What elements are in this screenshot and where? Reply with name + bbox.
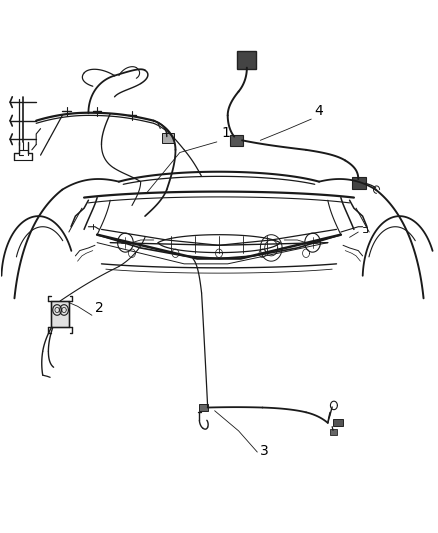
- FancyBboxPatch shape: [51, 301, 69, 327]
- Text: 4: 4: [315, 104, 324, 118]
- FancyBboxPatch shape: [329, 429, 337, 435]
- FancyBboxPatch shape: [162, 133, 174, 143]
- Text: 3: 3: [260, 445, 269, 458]
- Text: 2: 2: [95, 301, 104, 316]
- FancyBboxPatch shape: [199, 404, 208, 411]
- FancyBboxPatch shape: [332, 419, 343, 426]
- FancyBboxPatch shape: [352, 177, 366, 189]
- Text: 1: 1: [221, 126, 230, 140]
- FancyBboxPatch shape: [230, 135, 243, 146]
- FancyBboxPatch shape: [237, 51, 256, 69]
